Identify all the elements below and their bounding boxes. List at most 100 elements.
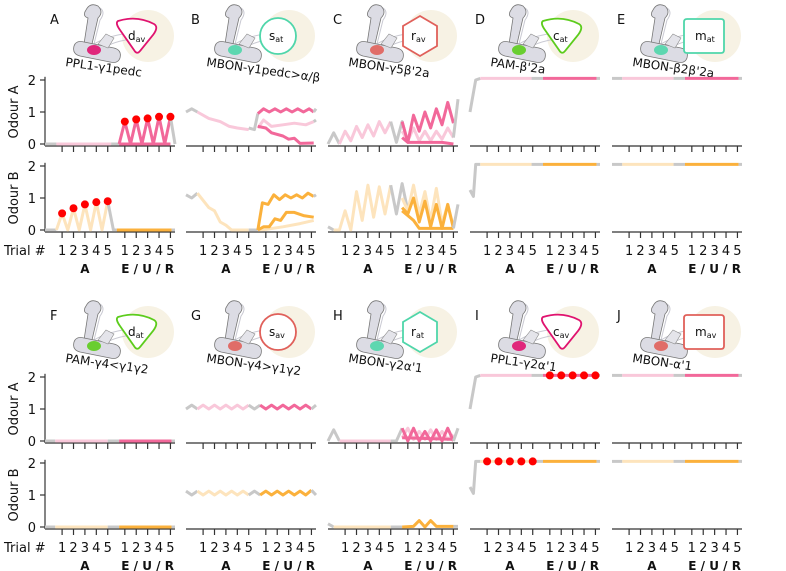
compartment-highlight-icon <box>512 45 526 55</box>
odour-badge: dav <box>115 17 158 54</box>
odour-b-axes: 0 1 2 Odour B <box>7 160 175 239</box>
odour-b-axes <box>327 182 460 238</box>
y-tick-label: 2 <box>28 74 36 89</box>
x-tick-label: 5 <box>591 541 599 556</box>
x-tick-label: 5 <box>245 244 253 259</box>
x-tick-label: 4 <box>580 244 588 259</box>
x-tick-label: 5 <box>671 541 679 556</box>
x-tick-label: 5 <box>307 541 315 556</box>
odour-b-axes <box>468 162 600 238</box>
odour-b-label: Odour B <box>7 171 22 224</box>
x-tick-label: 5 <box>166 541 174 556</box>
odour-b-axes <box>468 457 600 535</box>
badge-subscript: at <box>560 35 568 44</box>
series-line-gray <box>326 131 341 145</box>
x-tick-label: 3 <box>222 244 230 259</box>
group-label-eur: E / U / R <box>688 559 741 571</box>
x-tick-label: 1 <box>199 244 207 259</box>
peduncle-icon <box>238 329 256 345</box>
y-tick-label: 1 <box>28 403 36 418</box>
series-line-gray <box>327 522 335 529</box>
series-line-gray <box>185 192 199 200</box>
compartment-highlight-icon <box>87 45 101 55</box>
vertical-lobe-icon <box>83 4 102 45</box>
data-point-dot <box>580 371 589 380</box>
panel-letter: F <box>50 309 57 324</box>
y-tick-label: 1 <box>28 489 36 504</box>
x-tick-label: 2 <box>132 541 140 556</box>
vertical-lobe-icon <box>650 4 669 45</box>
trial-label: Trial # <box>3 244 46 259</box>
odour-b-label: Odour B <box>7 468 22 521</box>
x-tick-label: 4 <box>517 244 525 259</box>
data-point-dot <box>568 371 577 380</box>
badge-subscript: av <box>560 331 570 340</box>
series-line-gray <box>326 428 341 442</box>
y-tick-label: 0 <box>28 521 36 536</box>
series-line-orange <box>402 519 454 529</box>
x-tick-label: 5 <box>387 244 395 259</box>
data-point-dot <box>120 117 129 126</box>
data-point-dot <box>545 371 554 380</box>
x-tick-label: 2 <box>69 244 77 259</box>
vertical-lobe-icon <box>508 4 527 45</box>
x-tick-label: 2 <box>699 541 707 556</box>
odour-badge: sat <box>259 17 297 55</box>
x-tick-label: 2 <box>557 541 565 556</box>
panel-letter: B <box>191 13 200 28</box>
series-line-gray <box>390 427 404 443</box>
series-line-lorange <box>54 200 110 232</box>
odour-b-axes: 0 1 2 Odour B <box>7 457 175 536</box>
x-tick-label: 2 <box>273 244 281 259</box>
x-tick-label: 5 <box>307 244 315 259</box>
triangle-badge-icon <box>540 313 583 350</box>
x-tick-label: 2 <box>494 244 502 259</box>
trial-label: Trial # <box>3 541 46 556</box>
peduncle-icon <box>97 329 115 345</box>
odour-badge: mav <box>683 314 725 350</box>
series-line-gray <box>168 116 177 145</box>
compartment-highlight-icon <box>654 45 668 55</box>
series-line-gray <box>185 489 199 497</box>
data-point-dot <box>155 112 164 121</box>
odour-badge: cav <box>540 313 583 350</box>
x-tick-label: 3 <box>506 541 514 556</box>
x-tick-label: 2 <box>210 244 218 259</box>
x-tick-label: 3 <box>81 541 89 556</box>
group-label-a: A <box>221 559 231 571</box>
y-tick-label: 2 <box>28 160 36 175</box>
series-line-pink <box>256 107 315 115</box>
x-tick-label: 1 <box>58 541 66 556</box>
odour-badge: mat <box>683 18 725 54</box>
group-label-a: A <box>505 559 515 571</box>
series-line-lpink <box>196 110 249 132</box>
badge-subscript: at <box>136 331 144 340</box>
x-tick-label: 3 <box>426 244 434 259</box>
group-label-a: A <box>80 559 90 571</box>
series-line-pink <box>400 426 455 443</box>
x-tick-label: 3 <box>710 541 718 556</box>
peduncle-icon <box>380 329 398 345</box>
data-point-dot <box>494 457 503 466</box>
x-tick-label: 3 <box>81 244 89 259</box>
badge-subscript: av <box>707 331 717 340</box>
x-tick-label: 2 <box>352 541 360 556</box>
group-label-eur: E / U / R <box>546 559 599 571</box>
group-label-eur: E / U / R <box>404 559 457 571</box>
y-tick-label: 2 <box>28 371 36 386</box>
data-point-dot <box>166 112 175 121</box>
group-label-eur: E / U / R <box>121 559 174 571</box>
panel-letter: C <box>333 13 342 28</box>
x-tick-label: 1 <box>688 244 696 259</box>
panel-letter: H <box>333 309 343 324</box>
x-tick-label: 5 <box>166 244 174 259</box>
peduncle-icon <box>380 33 398 49</box>
data-point-dot <box>69 204 78 213</box>
x-tick-label: 1 <box>121 244 129 259</box>
series-line-pink <box>259 403 313 411</box>
